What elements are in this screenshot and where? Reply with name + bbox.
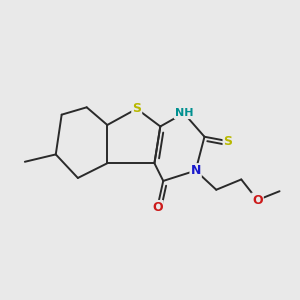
Text: O: O xyxy=(252,194,263,207)
Text: S: S xyxy=(224,135,232,148)
Text: NH: NH xyxy=(175,108,193,118)
Text: O: O xyxy=(152,201,163,214)
Text: S: S xyxy=(132,102,141,115)
Text: N: N xyxy=(190,164,201,177)
